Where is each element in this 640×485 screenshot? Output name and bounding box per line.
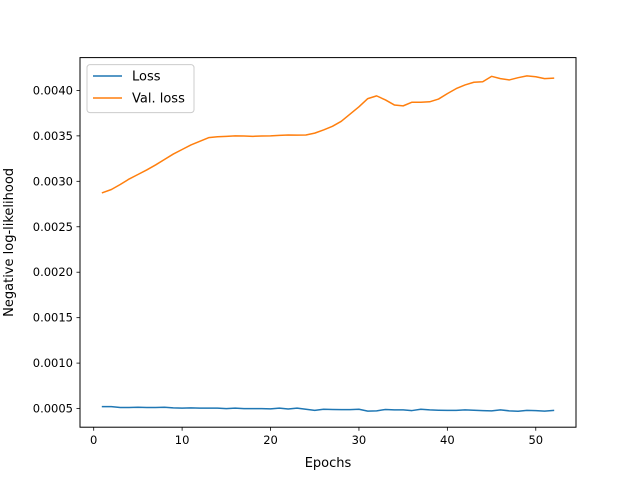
ticks-layer: 0 10 20 30 40 50 0.0005 0.0010 0.0015 0.0020 0.002… bbox=[33, 83, 543, 447]
series-layer bbox=[101, 75, 555, 413]
y-tick-label: 0.0020 bbox=[33, 265, 73, 279]
y-tick-label: 0.0010 bbox=[33, 356, 73, 370]
y-axis-label: Negative log-likelihood bbox=[2, 168, 17, 317]
x-tick-label: 50 bbox=[528, 433, 543, 447]
x-tick-label: 30 bbox=[352, 433, 367, 447]
axes-frame bbox=[79, 57, 577, 428]
x-axis-label: Epochs bbox=[305, 456, 352, 471]
x-tick-label: 0 bbox=[90, 433, 97, 447]
x-tick-label: 10 bbox=[175, 433, 190, 447]
y-tick-label: 0.0015 bbox=[33, 311, 73, 325]
legend: Loss Val. loss bbox=[86, 64, 195, 114]
y-tick-label: 0.0005 bbox=[33, 402, 73, 416]
series-line-loss bbox=[101, 405, 555, 413]
y-tick-label: 0.0035 bbox=[33, 129, 73, 143]
series-line-val-loss bbox=[101, 75, 555, 194]
legend-label-loss: Loss bbox=[132, 70, 161, 85]
x-tick-label: 20 bbox=[263, 433, 278, 447]
y-tick-label: 0.0030 bbox=[33, 174, 73, 188]
legend-label-val-loss: Val. loss bbox=[132, 92, 185, 107]
x-tick-label: 40 bbox=[440, 433, 455, 447]
y-tick-label: 0.0040 bbox=[33, 83, 73, 97]
y-tick-label: 0.0025 bbox=[33, 220, 73, 234]
